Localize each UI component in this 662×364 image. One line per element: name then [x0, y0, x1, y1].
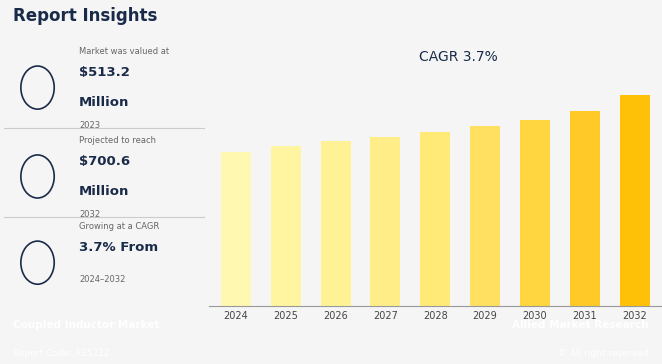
Text: Growing at a CAGR: Growing at a CAGR: [79, 222, 160, 231]
Text: 3.7% From: 3.7% From: [79, 241, 158, 254]
Bar: [371, 136, 401, 306]
Bar: [570, 111, 600, 306]
Bar: [470, 126, 500, 306]
Bar: [271, 146, 301, 306]
Bar: [420, 132, 450, 306]
Text: $700.6: $700.6: [79, 155, 130, 168]
Text: Projected to reach: Projected to reach: [79, 136, 156, 145]
Text: Report Code: A35222: Report Code: A35222: [13, 349, 110, 359]
Text: Million: Million: [79, 185, 130, 198]
Bar: [520, 120, 550, 306]
Text: Million: Million: [79, 96, 130, 109]
Text: 2032: 2032: [79, 210, 101, 219]
Bar: [620, 95, 649, 306]
Text: Coupled Inductor Market: Coupled Inductor Market: [13, 320, 160, 330]
Text: CAGR 3.7%: CAGR 3.7%: [418, 50, 497, 64]
Bar: [221, 152, 251, 306]
Bar: [320, 141, 351, 306]
Text: Market was valued at: Market was valued at: [79, 47, 169, 56]
Text: © All right reserved: © All right reserved: [558, 349, 649, 359]
Text: Report Insights: Report Insights: [13, 7, 158, 25]
Text: Allied Market Research: Allied Market Research: [512, 320, 649, 330]
Text: 2024–2032: 2024–2032: [79, 275, 126, 284]
Text: 2023: 2023: [79, 121, 101, 130]
Text: $513.2: $513.2: [79, 66, 130, 79]
